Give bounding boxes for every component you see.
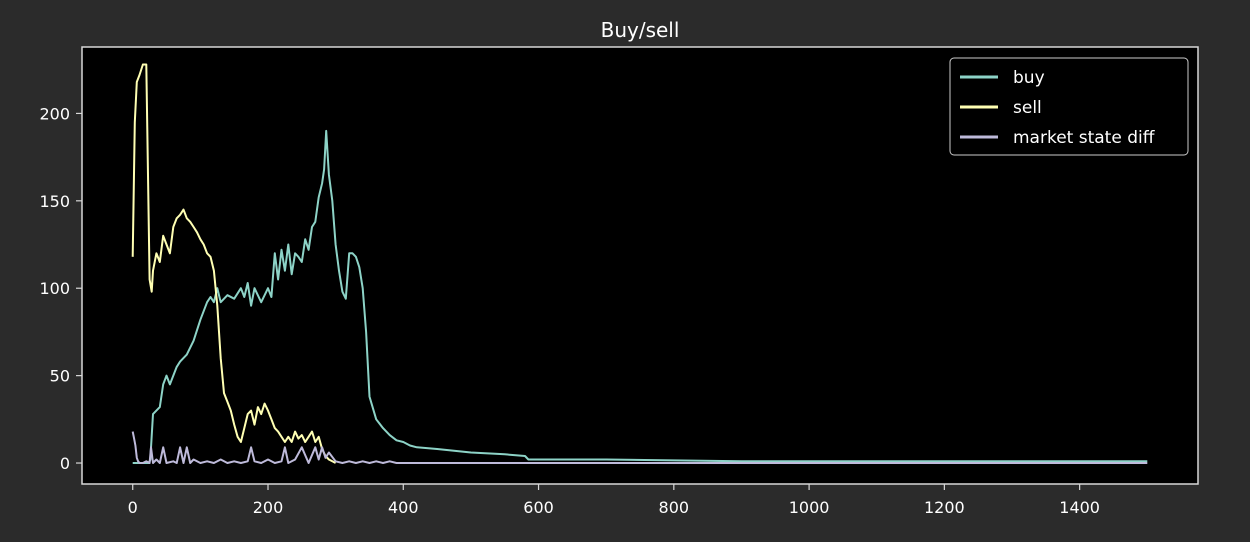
y-tick-label: 0	[60, 454, 70, 473]
legend-label: buy	[1013, 68, 1045, 88]
x-tick-label: 1400	[1059, 498, 1100, 517]
legend-label: sell	[1013, 98, 1042, 118]
y-tick-label: 150	[39, 192, 70, 211]
x-tick-label: 1200	[924, 498, 965, 517]
x-tick-label: 1000	[789, 498, 830, 517]
legend-box	[949, 57, 1189, 156]
series-lines	[131, 63, 1148, 464]
legend: buy sell market state diff	[949, 57, 1189, 156]
series-line-sell	[131, 63, 337, 464]
y-tick-label: 100	[39, 279, 70, 298]
y-axis: 0 50 100 150 200	[39, 104, 82, 473]
y-tick-label: 50	[50, 367, 70, 386]
series-line-buy	[132, 129, 1148, 464]
x-tick-label: 0	[128, 498, 138, 517]
x-axis: 0 200 400 600 800 1000 1200 1400	[128, 484, 1100, 517]
x-tick-label: 800	[659, 498, 690, 517]
x-tick-label: 200	[253, 498, 284, 517]
x-tick-label: 400	[388, 498, 419, 517]
series-line-market-state-diff	[131, 431, 1148, 464]
x-tick-label: 600	[523, 498, 554, 517]
plot-frame	[81, 46, 1199, 485]
legend-label: market state diff	[1013, 128, 1156, 148]
chart-title: Buy/sell	[601, 18, 680, 42]
y-tick-label: 200	[39, 104, 70, 123]
